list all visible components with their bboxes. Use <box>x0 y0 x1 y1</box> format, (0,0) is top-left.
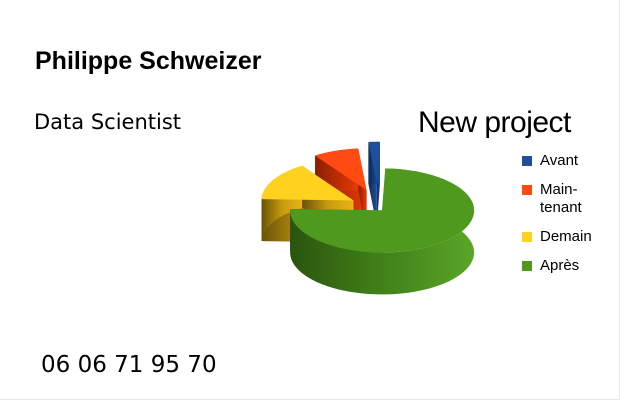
legend-label: Avant <box>540 152 579 169</box>
pie-chart <box>261 141 475 295</box>
legend-label: Demain <box>540 228 592 245</box>
legend-swatch <box>522 185 532 195</box>
legend-item: Avant <box>522 152 610 170</box>
legend-label: Main- tenant <box>540 181 582 216</box>
phone-number: 06 06 71 95 70 <box>41 352 217 378</box>
legend-item: Après <box>522 257 610 275</box>
slice-apres <box>290 168 475 253</box>
chart-title: New project <box>418 106 571 139</box>
legend-item: Demain <box>522 228 610 246</box>
legend-swatch <box>522 261 532 271</box>
slice-avant <box>368 141 380 184</box>
legend-swatch <box>522 156 532 166</box>
slice-demain <box>261 165 354 201</box>
chart-legend: Avant Main- tenant Demain Après <box>522 152 610 286</box>
job-title: Data Scientist <box>34 110 181 134</box>
slice-maintenant <box>315 148 367 191</box>
legend-item: Main- tenant <box>522 181 610 217</box>
legend-label: Après <box>540 257 580 274</box>
legend-swatch <box>522 232 532 242</box>
person-name: Philippe Schweizer <box>35 47 262 75</box>
